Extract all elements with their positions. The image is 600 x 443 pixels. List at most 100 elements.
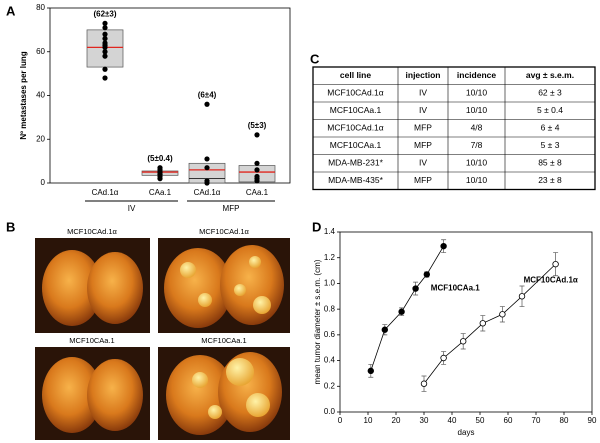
y-tick-label: 40 <box>36 91 45 100</box>
data-point <box>204 101 210 107</box>
data-point <box>204 156 210 162</box>
x-tick-label: CAd.1α <box>194 188 221 197</box>
nodule <box>198 293 212 307</box>
x-tick-label: 80 <box>560 416 569 425</box>
annotation: (62±3) <box>93 9 116 18</box>
x-tick-label: 30 <box>420 416 429 425</box>
marker <box>440 242 447 250</box>
x-axis-label: days <box>458 428 475 437</box>
data-point <box>102 49 108 55</box>
y-axis-label: Nº metastases per lung <box>19 51 28 139</box>
lung <box>42 357 102 433</box>
table-cell: MFP <box>414 175 432 185</box>
data-point <box>102 75 108 81</box>
table-frame <box>312 66 596 191</box>
annotation: (6±4) <box>198 90 217 99</box>
data-point <box>102 31 108 37</box>
y-tick-label: 1.4 <box>324 227 336 236</box>
table-cell: MCF10CAa.1 <box>330 140 382 150</box>
marker <box>552 260 559 268</box>
table-cell: 7/8 <box>471 140 483 150</box>
marker <box>518 293 526 300</box>
nodule <box>180 262 196 278</box>
table-cell: IV <box>419 158 427 168</box>
y-tick-label: 80 <box>36 3 45 12</box>
marker <box>499 311 506 318</box>
photo-label: MCF10CAa.1 <box>69 336 114 345</box>
data-point <box>254 160 260 166</box>
table-header: incidence <box>457 70 496 80</box>
table-cell: MCF10CAa.1 <box>330 105 382 115</box>
y-tick-label: 0 <box>41 178 46 187</box>
y-tick-label: 0.6 <box>324 330 336 339</box>
table-cell: MCF10CAd.1α <box>327 88 383 98</box>
y-tick-label: 20 <box>36 134 45 143</box>
nodule <box>208 405 222 419</box>
lung <box>42 250 102 326</box>
y-tick-label: 60 <box>36 47 45 56</box>
data-point <box>254 132 260 138</box>
x-tick-label: 60 <box>504 416 513 425</box>
x-tick-label: 40 <box>448 416 457 425</box>
nodule <box>234 284 246 296</box>
nodule <box>249 256 261 268</box>
table-header: cell line <box>340 70 371 80</box>
group-label: IV <box>128 204 136 213</box>
marker <box>420 380 428 387</box>
photo-label: MCF10CAd.1α <box>67 227 117 236</box>
photos <box>35 238 290 440</box>
table-cell: 5 ± 0.4 <box>537 105 563 115</box>
table-cell: MFP <box>414 140 432 150</box>
y-tick-label: 0.2 <box>324 381 336 390</box>
y-tick-label: 0.0 <box>324 407 336 416</box>
marker <box>367 367 374 375</box>
photo-label: MCF10CAa.1 <box>201 336 246 345</box>
y-axis-label: mean tumor diameter ± s.e.m. (cm) <box>313 259 322 384</box>
y-tick-label: 0.4 <box>324 356 336 365</box>
data-point <box>204 180 210 186</box>
table-cell: 5 ± 3 <box>541 140 560 150</box>
data-point <box>102 44 108 50</box>
series-label: MCF10CAd.1α <box>524 275 578 284</box>
data-point <box>254 178 260 184</box>
table-cell: MFP <box>414 123 432 133</box>
table-cell: IV <box>419 105 427 115</box>
marker <box>479 320 486 327</box>
data-point <box>102 53 108 59</box>
x-tick-label: 10 <box>364 416 373 425</box>
y-tick-label: 1.2 <box>324 253 336 262</box>
annotation: (5±0.4) <box>147 154 173 163</box>
series-line <box>370 245 444 371</box>
table-cell: 23 ± 8 <box>538 175 562 185</box>
x-tick-label: CAa.1 <box>246 188 269 197</box>
group-label: MFP <box>223 204 240 213</box>
x-tick-label: 50 <box>476 416 485 425</box>
data-point <box>102 25 108 31</box>
table-cell: 62 ± 3 <box>538 88 562 98</box>
y-tick-label: 0.8 <box>324 304 336 313</box>
nodule <box>192 372 208 388</box>
series-label: MCF10CAa.1 <box>431 284 480 293</box>
table-cell: 85 ± 8 <box>538 158 562 168</box>
panel-label: A <box>6 3 16 18</box>
table-cell: IV <box>419 88 427 98</box>
nodule <box>226 358 254 386</box>
marker <box>412 285 419 292</box>
marker <box>460 338 467 345</box>
nodule <box>246 393 270 417</box>
table-cell: 10/10 <box>466 88 488 98</box>
x-tick-label: CAa.1 <box>149 188 172 197</box>
lung <box>87 359 143 431</box>
table-cell: 10/10 <box>466 175 488 185</box>
plot-frame <box>339 231 593 413</box>
marker <box>381 326 388 333</box>
panel-label: C <box>310 51 320 66</box>
data-point <box>102 20 108 26</box>
x-tick-label: 70 <box>532 416 541 425</box>
photo-label: MCF10CAd.1α <box>199 227 249 236</box>
table-cell: MDA-MB-435* <box>328 175 383 185</box>
x-tick-label: 0 <box>338 416 343 425</box>
data-point <box>254 167 260 173</box>
annotation: (5±3) <box>248 121 267 130</box>
x-tick-label: 20 <box>392 416 401 425</box>
